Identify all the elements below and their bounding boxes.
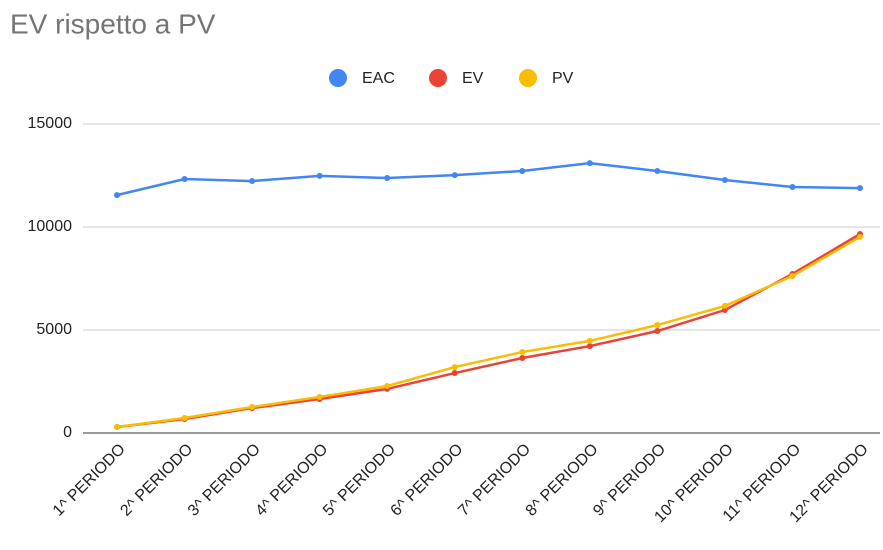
point bbox=[857, 185, 863, 192]
point bbox=[654, 322, 661, 329]
legend-marker bbox=[329, 69, 347, 87]
y-tick-label: 0 bbox=[63, 424, 72, 441]
point bbox=[654, 167, 661, 174]
point bbox=[316, 393, 323, 400]
point bbox=[789, 273, 796, 280]
point bbox=[181, 176, 188, 183]
y-tick-label: 5000 bbox=[36, 321, 72, 338]
point bbox=[654, 328, 661, 335]
point bbox=[721, 177, 728, 184]
legend-label: PV bbox=[552, 70, 574, 87]
point bbox=[114, 424, 120, 431]
point bbox=[857, 233, 863, 240]
series-line bbox=[116, 235, 861, 429]
point bbox=[451, 370, 458, 377]
y-tick-label: 10000 bbox=[28, 218, 73, 235]
point bbox=[114, 192, 120, 199]
series-line bbox=[116, 232, 861, 429]
point bbox=[451, 172, 458, 179]
chart-title: EV rispetto a PV bbox=[10, 8, 216, 39]
point bbox=[181, 414, 188, 421]
point bbox=[249, 404, 256, 411]
point bbox=[519, 167, 526, 174]
point bbox=[384, 383, 391, 390]
point bbox=[721, 302, 728, 309]
point bbox=[451, 364, 458, 371]
legend-label: EV bbox=[462, 70, 484, 87]
point bbox=[249, 178, 256, 185]
point bbox=[721, 307, 728, 314]
series-line bbox=[116, 161, 861, 197]
point bbox=[519, 355, 526, 362]
point bbox=[316, 172, 323, 179]
point bbox=[789, 184, 796, 191]
legend-label: EAC bbox=[362, 70, 395, 87]
point bbox=[384, 174, 391, 181]
legend-marker bbox=[429, 69, 447, 87]
point bbox=[586, 343, 593, 350]
point bbox=[586, 160, 593, 167]
point bbox=[519, 349, 526, 356]
legend-marker bbox=[519, 69, 537, 87]
y-tick-label: 15000 bbox=[28, 115, 73, 132]
point bbox=[586, 337, 593, 344]
